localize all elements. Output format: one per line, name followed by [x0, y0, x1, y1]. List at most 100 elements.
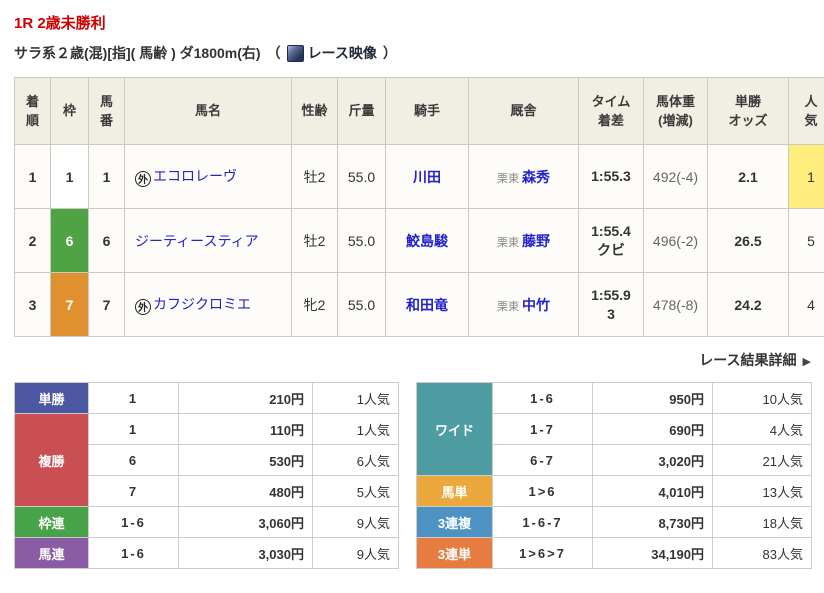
payout-row: 1-7 690円 4人気	[417, 413, 812, 445]
race-conditions: サラ系２歳(混)[指]( 馬齢 ) ダ1800m(右) （ レース映像 ）	[14, 43, 810, 63]
details-link-label: レース結果詳細	[699, 352, 797, 368]
bet-type-sanrenpuku: 3連複	[416, 506, 493, 538]
payout-combination: 7	[88, 475, 179, 507]
col-rank: 着 順	[14, 77, 51, 145]
col-horse-number: 馬 番	[88, 77, 125, 145]
foreign-bred-mark: 外	[135, 298, 151, 315]
payout-row: 6 530円 6人気	[15, 444, 399, 476]
jockey-link[interactable]: 鮫島駿	[406, 232, 448, 249]
horse-number-cell: 6	[88, 208, 125, 273]
time-margin-cell: 1:55.9 3	[578, 272, 644, 337]
race-video-link[interactable]: レース映像	[307, 45, 377, 61]
payout-amount: 34,190円	[592, 537, 713, 569]
paren-close: ）	[382, 45, 397, 61]
margin: クビ	[597, 241, 625, 258]
trainer-link[interactable]: 森秀	[522, 168, 550, 185]
col-stable: 厩舎	[468, 77, 579, 145]
payout-combination: 1>6>7	[492, 537, 593, 569]
payout-popularity: 13人気	[712, 475, 812, 507]
payout-combination: 1-6	[88, 537, 179, 569]
payout-popularity: 4人気	[712, 413, 812, 445]
horse-weight-cell: 496(-2)	[643, 208, 708, 273]
payout-combination: 1-7	[492, 413, 593, 445]
horse-name-cell: 外カフジクロミエ	[124, 272, 292, 337]
payout-row: 単勝 1 210円 1人気	[14, 382, 399, 414]
payout-amount: 3,030円	[178, 537, 313, 569]
payout-section: 単勝 1 210円 1人気 複勝 1 110円 1人気 6 530円 6人気	[14, 382, 812, 569]
payout-amount: 8,730円	[592, 506, 713, 538]
jockey-cell: 鮫島駿	[385, 208, 469, 273]
page: 1R 2歳未勝利 サラ系２歳(混)[指]( 馬齢 ) ダ1800m(右) （ レ…	[14, 15, 824, 569]
horse-weight-cell: 492(-4)	[643, 144, 708, 209]
stable-cell: 栗東 森秀	[468, 144, 579, 209]
foreign-bred-mark: 外	[135, 170, 151, 187]
bet-type-tansho: 単勝	[14, 382, 89, 414]
horse-name-cell: 外エコロレーヴ	[124, 144, 292, 209]
jockey-link[interactable]: 川田	[413, 168, 441, 185]
jockey-link[interactable]: 和田竜	[406, 296, 448, 313]
payout-amount: 3,060円	[178, 506, 313, 538]
time-margin-cell: 1:55.4 クビ	[578, 208, 644, 273]
odds-cell: 26.5	[707, 208, 789, 273]
col-weight: 斤量	[337, 77, 386, 145]
paren-open: （	[266, 45, 281, 61]
finish-time: 1:55.4	[591, 223, 631, 240]
payout-row: 馬連 1-6 3,030円 9人気	[14, 537, 399, 569]
payout-popularity: 1人気	[312, 382, 399, 414]
race-video-icon[interactable]	[286, 44, 304, 62]
weight-cell: 55.0	[337, 208, 386, 273]
payout-popularity: 10人気	[712, 382, 812, 414]
payout-amount: 210円	[178, 382, 313, 414]
table-row: 2 6 6 ジーティースティア 牡2 55.0 鮫島駿 栗東 藤野 1:55.4 …	[14, 208, 824, 273]
horse-number-cell: 7	[88, 272, 125, 337]
jockey-cell: 和田竜	[385, 272, 469, 337]
finish-time: 1:55.3	[591, 168, 631, 185]
stable-area: 栗東	[497, 300, 519, 313]
payout-popularity: 83人気	[712, 537, 812, 569]
payout-amount: 530円	[178, 444, 313, 476]
payout-row: 6-7 3,020円 21人気	[417, 444, 812, 476]
payout-combination: 1	[88, 413, 179, 445]
trainer-link[interactable]: 藤野	[522, 232, 550, 249]
horse-name-link[interactable]: エコロレーヴ	[153, 168, 237, 185]
horse-weight-cell: 478(-8)	[643, 272, 708, 337]
bet-type-fukusho: 複勝	[14, 413, 89, 507]
bet-type-umaren: 馬連	[14, 537, 89, 569]
payout-combination: 1-6-7	[492, 506, 593, 538]
finish-time: 1:55.9	[591, 287, 631, 304]
payout-row: ワイド 1-6 950円 10人気	[416, 382, 812, 476]
col-sex-age: 性齢	[291, 77, 338, 145]
payout-table-left: 単勝 1 210円 1人気 複勝 1 110円 1人気 6 530円 6人気	[14, 382, 399, 569]
right-arrow-icon: ▶	[802, 356, 811, 368]
weight-cell: 55.0	[337, 272, 386, 337]
race-results-table: 着 順 枠 馬 番 馬名 性齢 斤量 騎手 厩舎 タイム 着差 馬体重 (増減)…	[14, 77, 824, 337]
frame-cell: 7	[50, 272, 89, 337]
payout-combination: 1>6	[492, 475, 593, 507]
frame-cell: 6	[50, 208, 89, 273]
payout-popularity: 21人気	[712, 444, 812, 476]
payout-row: 複勝 1 110円 1人気	[14, 413, 399, 507]
trainer-link[interactable]: 中竹	[522, 296, 550, 313]
sex-age-cell: 牡2	[291, 208, 338, 273]
horse-name-link[interactable]: ジーティースティア	[135, 232, 259, 249]
stable-cell: 栗東 藤野	[468, 208, 579, 273]
payout-amount: 4,010円	[592, 475, 713, 507]
stable-area: 栗東	[497, 236, 519, 249]
payout-amount: 3,020円	[592, 444, 713, 476]
horse-name-link[interactable]: カフジクロミエ	[153, 296, 251, 313]
payout-combination: 6-7	[492, 444, 593, 476]
margin: 3	[607, 305, 615, 322]
payout-popularity: 1人気	[312, 413, 399, 445]
rank-cell: 2	[14, 208, 51, 273]
payout-popularity: 6人気	[312, 444, 399, 476]
stable-area: 栗東	[497, 172, 519, 185]
weight-cell: 55.0	[337, 144, 386, 209]
popularity-cell: 1	[788, 144, 824, 209]
race-result-details-link[interactable]: レース結果詳細 ▶	[699, 352, 811, 368]
popularity-cell: 4	[788, 272, 824, 337]
payout-row: 7 480円 5人気	[15, 475, 399, 507]
stable-cell: 栗東 中竹	[468, 272, 579, 337]
odds-cell: 2.1	[707, 144, 789, 209]
sex-age-cell: 牝2	[291, 272, 338, 337]
col-frame: 枠	[50, 77, 89, 145]
